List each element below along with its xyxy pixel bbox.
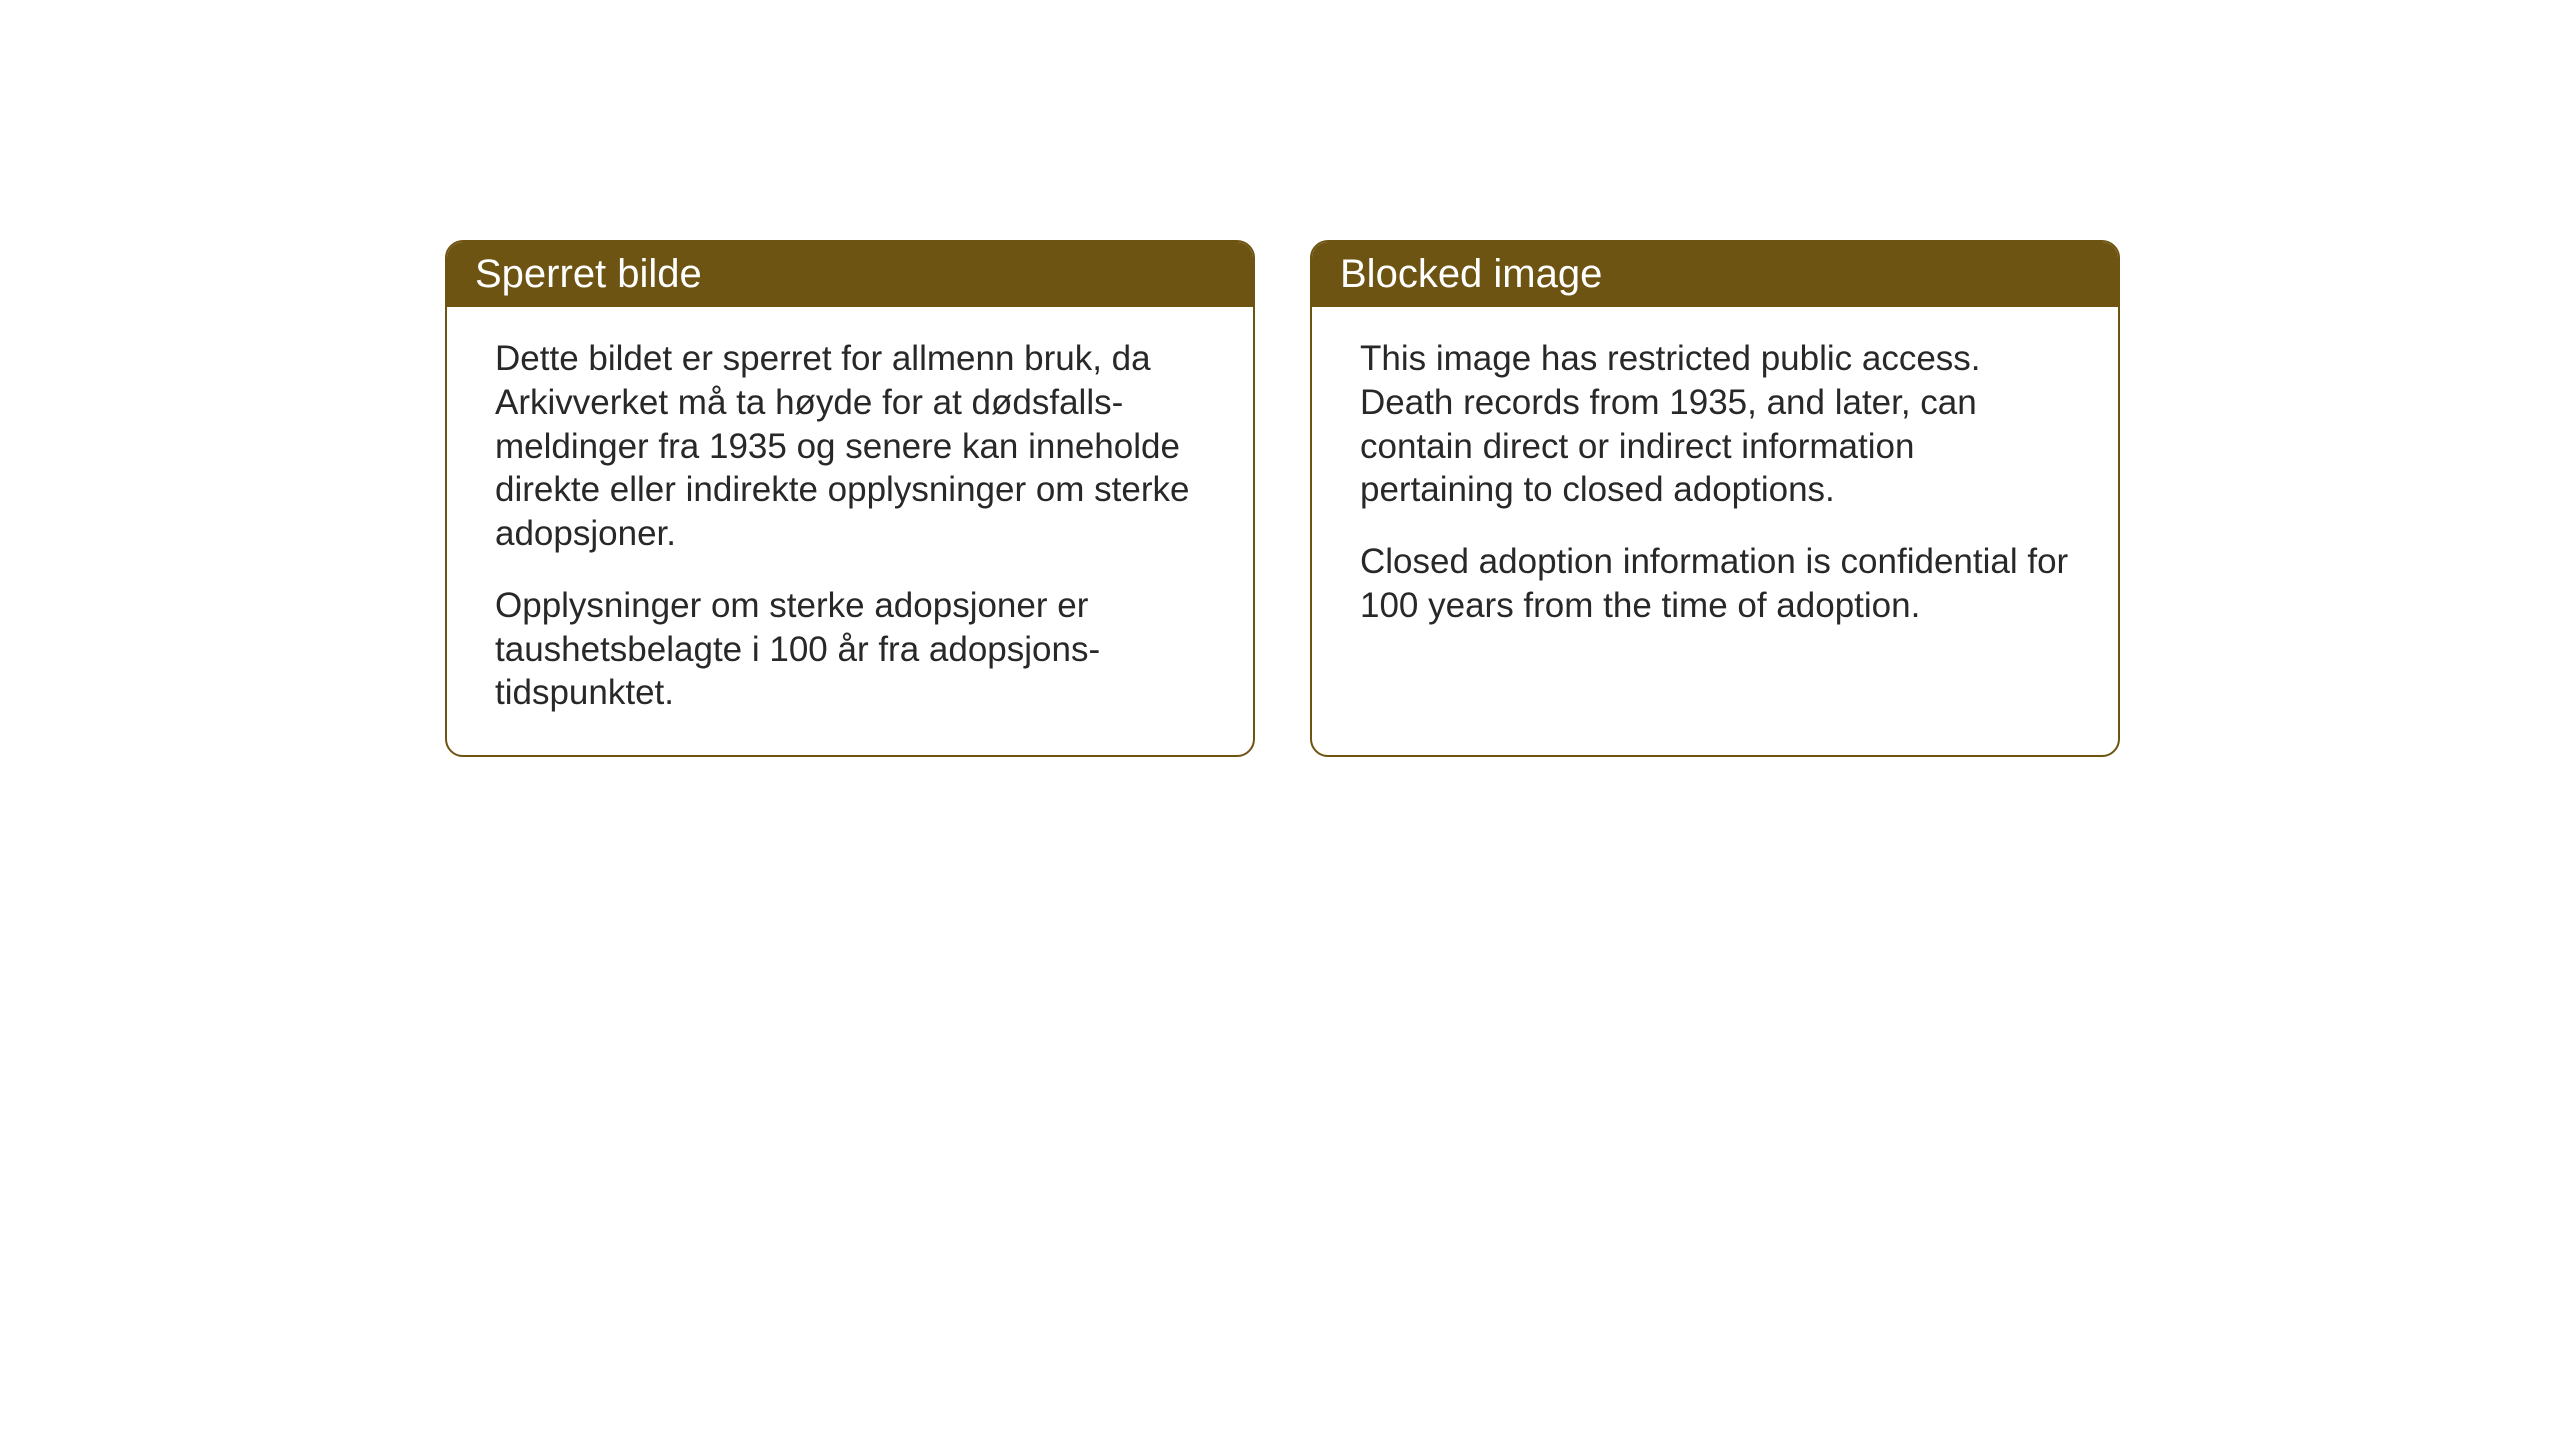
cards-container: Sperret bilde Dette bildet er sperret fo… [445,240,2120,757]
english-card-title: Blocked image [1340,252,1602,296]
norwegian-card-title: Sperret bilde [475,252,702,296]
english-card: Blocked image This image has restricted … [1310,240,2120,757]
norwegian-paragraph-1: Dette bildet er sperret for allmenn bruk… [495,337,1205,556]
norwegian-card: Sperret bilde Dette bildet er sperret fo… [445,240,1255,757]
norwegian-card-header: Sperret bilde [447,242,1253,307]
english-card-body: This image has restricted public access.… [1312,307,2118,668]
english-paragraph-2: Closed adoption information is confident… [1360,540,2070,628]
norwegian-paragraph-2: Opplysninger om sterke adopsjoner er tau… [495,584,1205,715]
english-paragraph-1: This image has restricted public access.… [1360,337,2070,512]
norwegian-card-body: Dette bildet er sperret for allmenn bruk… [447,307,1253,755]
english-card-header: Blocked image [1312,242,2118,307]
